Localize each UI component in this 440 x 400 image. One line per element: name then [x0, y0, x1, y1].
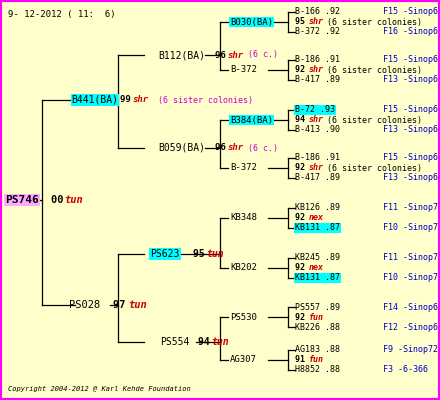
Text: 95: 95 [193, 249, 211, 259]
Text: 92: 92 [295, 214, 310, 222]
Text: nex: nex [308, 214, 323, 222]
Text: B112(BA): B112(BA) [158, 50, 205, 60]
Text: B384(BA): B384(BA) [230, 116, 273, 124]
Text: H8852 .88: H8852 .88 [295, 366, 340, 374]
Text: F3 -6-366: F3 -6-366 [383, 366, 428, 374]
Text: tun: tun [64, 195, 83, 205]
Text: shr: shr [308, 66, 323, 74]
Text: 92: 92 [295, 164, 310, 172]
Text: AG183 .88: AG183 .88 [295, 346, 340, 354]
Text: B-372: B-372 [230, 164, 257, 172]
Text: B030(BA): B030(BA) [230, 18, 273, 26]
Text: F11 -Sinop72R: F11 -Sinop72R [383, 254, 440, 262]
Text: KB126 .89: KB126 .89 [295, 204, 340, 212]
Text: 97: 97 [113, 300, 132, 310]
Text: F13 -Sinop62R: F13 -Sinop62R [383, 76, 440, 84]
Text: 96: 96 [215, 50, 231, 60]
Text: (6 c.): (6 c.) [243, 144, 278, 152]
Text: shr: shr [228, 144, 244, 152]
Text: F11 -Sinop72R: F11 -Sinop72R [383, 204, 440, 212]
Text: F13 -Sinop62R: F13 -Sinop62R [383, 126, 440, 134]
Text: tun: tun [211, 337, 229, 347]
Text: F15 -Sinop62R: F15 -Sinop62R [383, 154, 440, 162]
Text: 94: 94 [295, 116, 310, 124]
Text: PS028: PS028 [70, 300, 101, 310]
Text: fun: fun [308, 312, 323, 322]
Text: shr: shr [308, 116, 323, 124]
Text: fun: fun [308, 356, 323, 364]
Text: PS623: PS623 [150, 249, 180, 259]
Text: B-413 .90: B-413 .90 [295, 126, 340, 134]
Text: PS557 .89: PS557 .89 [295, 302, 340, 312]
Text: 9- 12-2012 ( 11:  6): 9- 12-2012 ( 11: 6) [8, 10, 115, 19]
Text: B-417 .89: B-417 .89 [295, 76, 340, 84]
Text: PS530: PS530 [230, 312, 257, 322]
Text: 92: 92 [295, 312, 310, 322]
Text: F15 -Sinop62R: F15 -Sinop62R [383, 8, 440, 16]
Text: 00: 00 [51, 195, 70, 205]
Text: F13 -Sinop62R: F13 -Sinop62R [383, 174, 440, 182]
Text: B-72 .93: B-72 .93 [295, 106, 335, 114]
Text: F15 -Sinop62R: F15 -Sinop62R [383, 106, 440, 114]
Text: B441(BA): B441(BA) [71, 95, 118, 105]
Text: (6 c.): (6 c.) [243, 50, 278, 60]
Text: B-372 .92: B-372 .92 [295, 28, 340, 36]
Text: B-372: B-372 [230, 66, 257, 74]
Text: 91: 91 [295, 356, 310, 364]
Text: nex: nex [308, 264, 323, 272]
Text: tun: tun [206, 249, 224, 259]
Text: tun: tun [128, 300, 147, 310]
Text: shr: shr [133, 96, 149, 104]
Text: 94: 94 [198, 337, 216, 347]
Text: B-417 .89: B-417 .89 [295, 174, 340, 182]
Text: B059(BA): B059(BA) [158, 143, 205, 153]
Text: 96: 96 [215, 144, 231, 152]
Text: B-186 .91: B-186 .91 [295, 154, 340, 162]
Text: 99: 99 [120, 96, 136, 104]
Text: (6 sister colonies): (6 sister colonies) [322, 164, 422, 172]
Text: KB202: KB202 [230, 264, 257, 272]
Text: KB226 .88: KB226 .88 [295, 322, 340, 332]
Text: B-186 .91: B-186 .91 [295, 56, 340, 64]
Text: PS554: PS554 [160, 337, 189, 347]
Text: F14 -Sinop62R: F14 -Sinop62R [383, 302, 440, 312]
Text: Copyright 2004-2012 @ Karl Kehde Foundation: Copyright 2004-2012 @ Karl Kehde Foundat… [8, 386, 191, 392]
Text: (6 sister colonies): (6 sister colonies) [322, 66, 422, 74]
Text: KB131 .87: KB131 .87 [295, 224, 340, 232]
Text: F9 -Sinop72R: F9 -Sinop72R [383, 346, 440, 354]
Text: KB131 .87: KB131 .87 [295, 274, 340, 282]
Text: F16 -Sinop62R: F16 -Sinop62R [383, 28, 440, 36]
Text: KB348: KB348 [230, 214, 257, 222]
Text: shr: shr [228, 50, 244, 60]
Text: (6 sister colonies): (6 sister colonies) [322, 18, 422, 26]
Text: PS746: PS746 [5, 195, 39, 205]
Text: (6 sister colonies): (6 sister colonies) [148, 96, 253, 104]
Text: 92: 92 [295, 264, 310, 272]
Text: F10 -Sinop72R: F10 -Sinop72R [383, 274, 440, 282]
Text: shr: shr [308, 164, 323, 172]
Text: KB245 .89: KB245 .89 [295, 254, 340, 262]
Text: F10 -Sinop72R: F10 -Sinop72R [383, 224, 440, 232]
Text: B-166 .92: B-166 .92 [295, 8, 340, 16]
Text: F15 -Sinop62R: F15 -Sinop62R [383, 56, 440, 64]
Text: F12 -Sinop62R: F12 -Sinop62R [383, 322, 440, 332]
Text: shr: shr [308, 18, 323, 26]
Text: 92: 92 [295, 66, 310, 74]
Text: (6 sister colonies): (6 sister colonies) [322, 116, 422, 124]
Text: 95: 95 [295, 18, 310, 26]
Text: AG307: AG307 [230, 356, 257, 364]
